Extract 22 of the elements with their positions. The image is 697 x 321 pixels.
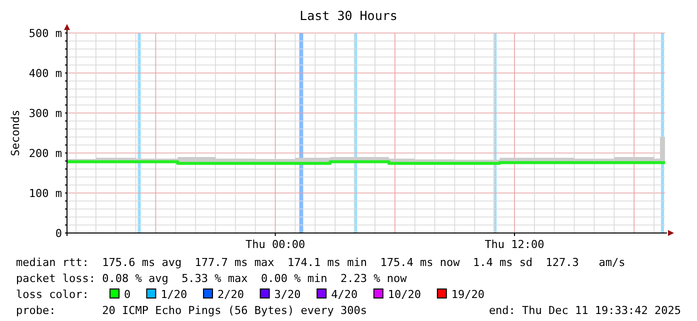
x-tick-label: Thu 00:00 <box>246 238 306 251</box>
text: 0 <box>124 288 131 301</box>
x-tick-label: Thu 12:00 <box>484 238 544 251</box>
text: median rtt: 175.6 ms avg 177.7 ms max 174.1 ms min 175.4 ms now 1.4 ms sd 127.3 am/s <box>16 256 626 269</box>
text: 19/20 <box>451 288 485 301</box>
y-tick-label: 300 m <box>28 107 62 120</box>
text: 4/20 <box>331 288 358 301</box>
text: end: Thu Dec 11 19:33:42 2025 <box>488 304 681 317</box>
text: 3/20 <box>274 288 301 301</box>
y-tick-label: 100 m <box>28 187 62 200</box>
chart-title: Last 30 Hours <box>300 8 398 23</box>
text: packet loss: 0.08 % avg 5.33 % max 0.00 % min 2.23 % now <box>16 272 408 285</box>
text: 1/20 <box>160 288 188 301</box>
text: 10/20 <box>388 288 422 301</box>
text: probe: 20 ICMP Echo Pings (56 Bytes) every 300s <box>16 304 367 317</box>
y-tick-label: 200 m <box>28 147 62 160</box>
y-tick-label: 500 m <box>28 27 62 40</box>
legend-title: loss color: <box>16 288 89 301</box>
y-tick-label: 0 <box>55 227 62 240</box>
y-axis-title: Seconds <box>9 110 22 156</box>
y-tick-label: 400 m <box>28 67 62 80</box>
text: 2/20 <box>218 288 244 301</box>
